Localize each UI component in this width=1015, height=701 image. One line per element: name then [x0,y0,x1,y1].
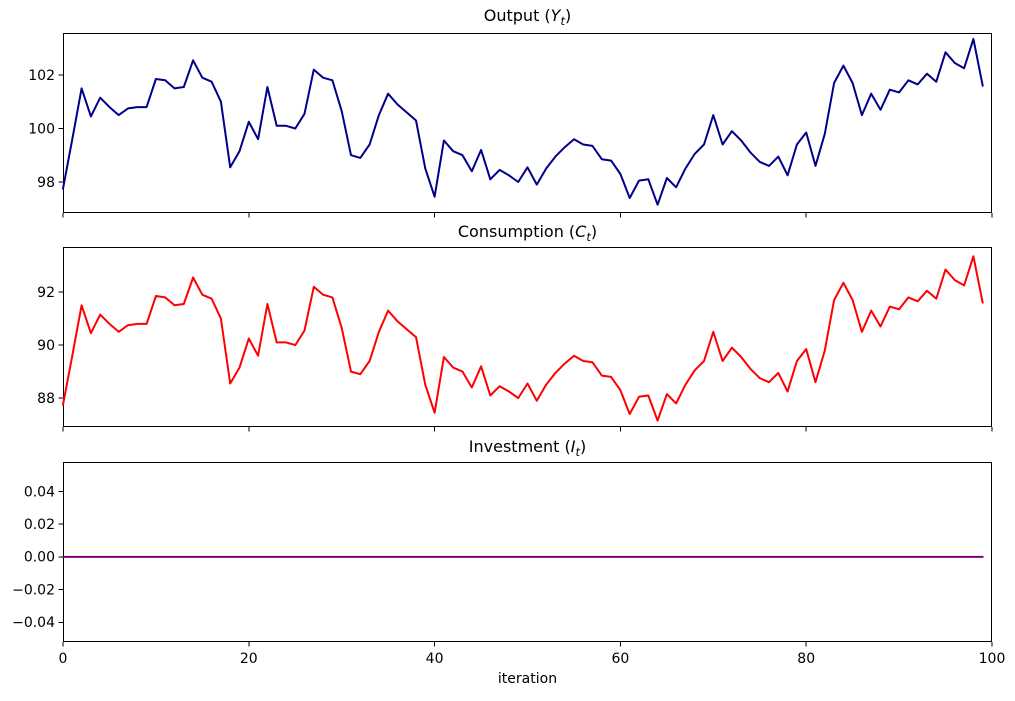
y-tick-label: 102 [28,68,55,84]
investment-title-var: I [570,437,576,456]
y-tick-label: 0.02 [24,517,55,533]
y-tick-label: 92 [37,285,55,301]
consumption-title-sub: t [586,230,591,245]
output-title-sub: t [560,14,565,29]
investment-title-suffix: ) [579,437,587,456]
investment-title-prefix: Investment ( [468,437,571,456]
consumption-axes: 88 90 92 [37,247,993,432]
y-tick-label: 88 [37,391,55,407]
investment-axes: 0 20 40 60 80 100 0.04 0.02 0.00 −0.02 −0.04 [12,462,1006,667]
investment-title: Investment (It) [63,437,992,460]
consumption-title-prefix: Consumption ( [457,222,576,241]
output-spines [63,33,992,213]
investment-title-sub: t [575,445,580,460]
output-line [62,37,984,206]
consumption-title: Consumption (Ct) [63,222,992,245]
x-tick-label: 40 [426,651,444,667]
x-tick-label: 20 [240,651,258,667]
consumption-title-suffix: ) [590,222,598,241]
consumption-line [62,255,984,422]
x-tick-label: 60 [611,651,629,667]
y-tick-label: 98 [37,175,55,191]
y-tick-label: 100 [28,121,55,137]
y-tick-label: 0.00 [24,550,55,566]
y-tick-label: 0.04 [24,484,55,500]
x-axis-label: iteration [497,671,558,687]
consumption-spines [63,247,992,427]
output-title-prefix: Output ( [483,6,551,25]
x-tick-label: 80 [797,651,815,667]
output-title-var: Y [550,6,561,25]
x-tick-label: 100 [979,651,1006,667]
investment-spines [63,462,992,642]
output-title: Output (Yt) [63,6,992,29]
output-title-suffix: ) [564,6,572,25]
output-axes: 98 100 102 [28,33,993,218]
y-tick-label: −0.04 [12,615,55,631]
x-tick-label: 0 [59,651,68,667]
consumption-title-var: C [575,222,587,241]
y-tick-label: −0.02 [12,582,55,598]
y-tick-label: 90 [37,338,55,354]
